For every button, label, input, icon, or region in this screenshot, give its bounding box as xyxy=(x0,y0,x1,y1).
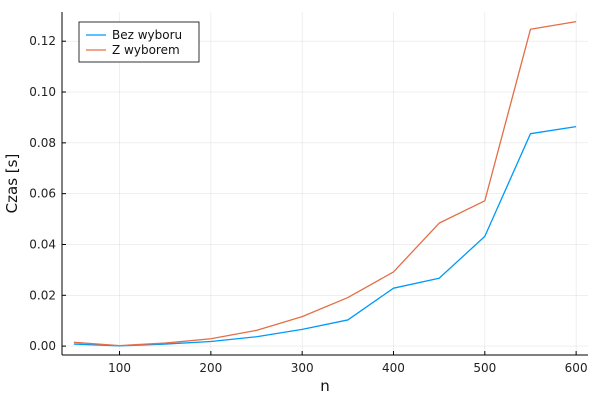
legend-label-2: Z wyborem xyxy=(112,43,180,57)
x-tick-label: 600 xyxy=(565,361,588,375)
x-axis-label: n xyxy=(320,377,330,395)
y-tick-label: 0.12 xyxy=(29,34,56,48)
x-tick-label: 100 xyxy=(108,361,131,375)
grid xyxy=(62,12,588,355)
x-tick-label: 300 xyxy=(291,361,314,375)
series-line-2 xyxy=(73,21,577,347)
x-tick-label: 200 xyxy=(199,361,222,375)
y-tick-label: 0.10 xyxy=(29,85,56,99)
y-tick-label: 0.00 xyxy=(29,339,56,353)
y-tick-label: 0.02 xyxy=(29,288,56,302)
y-tick-label: 0.08 xyxy=(29,136,56,150)
x-tick-label: 400 xyxy=(382,361,405,375)
y-tick-label: 0.04 xyxy=(29,237,56,251)
y-tick-label: 0.06 xyxy=(29,187,56,201)
series-lines xyxy=(73,21,577,347)
axes xyxy=(61,12,588,356)
x-tick-label: 500 xyxy=(473,361,496,375)
y-axis-label: Czas [s] xyxy=(3,154,21,214)
legend-label-1: Bez wyboru xyxy=(112,28,182,42)
tick-labels: 100 200 300 400 500 600 0.00 0.02 0.04 0.06 0.08 0.… xyxy=(29,34,587,375)
legend-box xyxy=(78,21,200,63)
series-line-1 xyxy=(73,125,577,347)
